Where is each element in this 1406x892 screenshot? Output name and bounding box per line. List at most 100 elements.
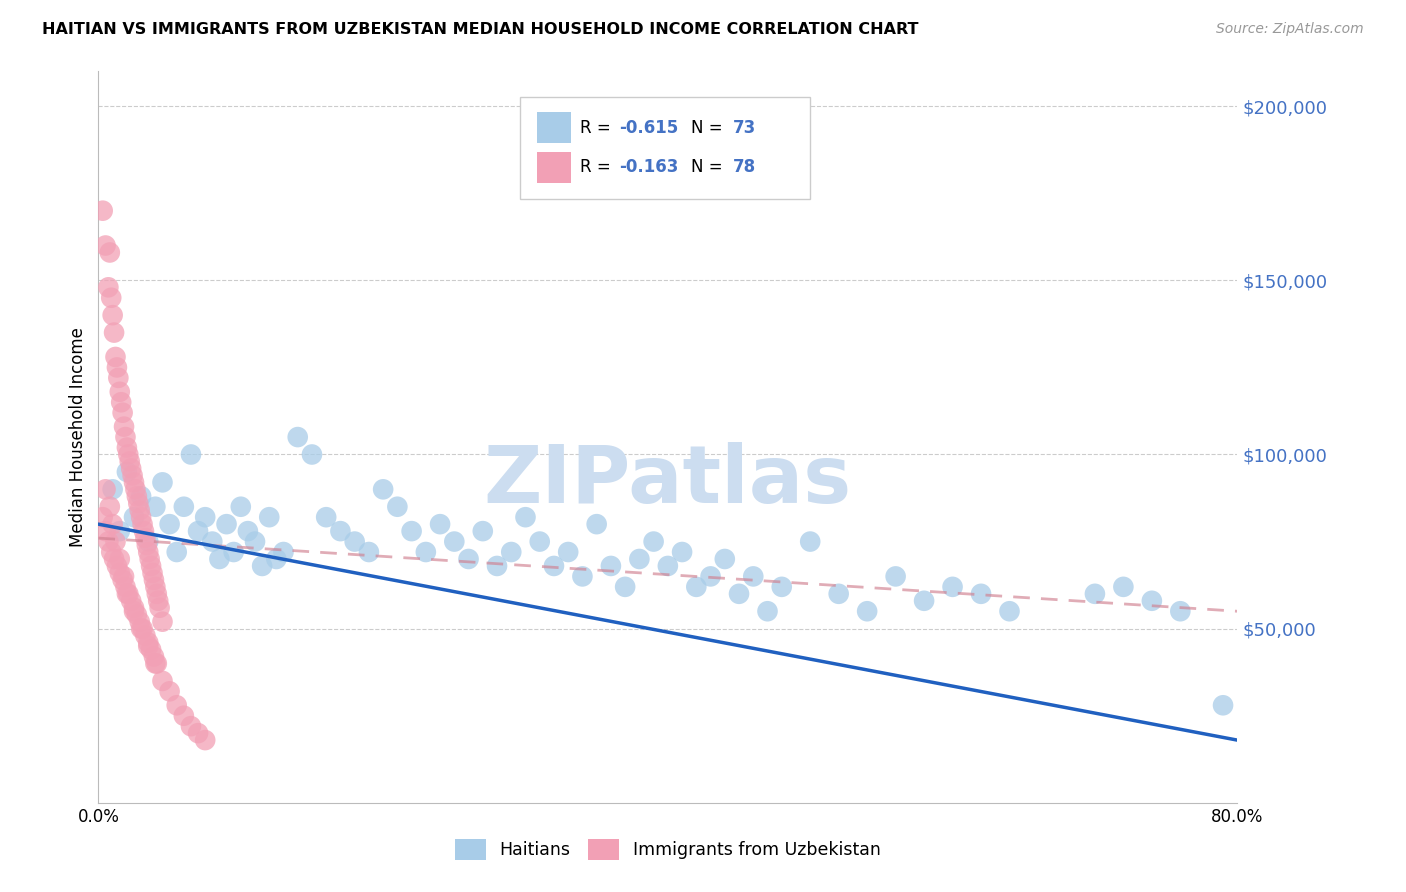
Point: [134, 629, 156, 643]
Point: [1084, 587, 1107, 601]
Point: [107, 371, 129, 385]
Point: [129, 622, 152, 636]
Point: [250, 558, 273, 573]
Point: [136, 635, 159, 649]
Point: [101, 517, 124, 532]
Point: [114, 580, 136, 594]
Point: [970, 587, 993, 601]
Point: [222, 545, 245, 559]
Point: [122, 475, 145, 490]
Point: [132, 524, 155, 538]
Point: [122, 600, 145, 615]
Point: [628, 552, 651, 566]
Point: [104, 350, 127, 364]
Point: [166, 545, 188, 559]
Point: [94, 483, 117, 497]
Point: [104, 534, 127, 549]
Point: [101, 308, 124, 322]
Point: [111, 406, 134, 420]
Point: [770, 580, 793, 594]
Point: [201, 534, 224, 549]
Point: [266, 552, 288, 566]
FancyBboxPatch shape: [520, 97, 810, 200]
Point: [571, 569, 593, 583]
Point: [643, 534, 665, 549]
Text: ZIPatlas: ZIPatlas: [484, 442, 852, 520]
Point: [112, 569, 135, 583]
Point: [94, 238, 117, 252]
Point: [273, 545, 295, 559]
Point: [194, 733, 217, 747]
Point: [215, 517, 238, 532]
Point: [146, 657, 169, 671]
Point: [141, 566, 163, 580]
Point: [229, 500, 252, 514]
Point: [108, 552, 131, 566]
Point: [194, 510, 217, 524]
Point: [97, 280, 120, 294]
Point: [415, 545, 437, 559]
Point: [105, 360, 128, 375]
Point: [685, 580, 707, 594]
Point: [129, 510, 152, 524]
Point: [1170, 604, 1192, 618]
Point: [138, 552, 160, 566]
Text: -0.615: -0.615: [619, 119, 678, 136]
Point: [98, 500, 121, 514]
Point: [942, 580, 965, 594]
Point: [108, 384, 131, 399]
Point: [287, 430, 309, 444]
Point: [120, 461, 142, 475]
Point: [856, 604, 879, 618]
Point: [1140, 594, 1163, 608]
Point: [146, 587, 169, 601]
Point: [515, 510, 537, 524]
Text: N =: N =: [690, 158, 727, 177]
Point: [429, 517, 451, 532]
Point: [145, 580, 167, 594]
Point: [152, 615, 174, 629]
Point: [124, 483, 146, 497]
Point: [115, 441, 138, 455]
Point: [112, 419, 135, 434]
Point: [142, 649, 165, 664]
Point: [912, 594, 935, 608]
Point: [301, 448, 323, 462]
Point: [159, 517, 181, 532]
Point: [657, 558, 679, 573]
Point: [315, 510, 337, 524]
Point: [387, 500, 409, 514]
Point: [103, 552, 125, 566]
Point: [97, 534, 120, 549]
Point: [108, 524, 131, 538]
Point: [828, 587, 851, 601]
Point: [117, 448, 139, 462]
Point: [457, 552, 479, 566]
FancyBboxPatch shape: [537, 152, 571, 183]
Point: [243, 534, 266, 549]
Point: [136, 534, 159, 549]
Point: [728, 587, 751, 601]
Point: [614, 580, 637, 594]
Point: [129, 489, 152, 503]
Point: [799, 534, 821, 549]
Point: [136, 545, 159, 559]
Point: [139, 558, 162, 573]
Point: [671, 545, 693, 559]
Text: R =: R =: [581, 158, 616, 177]
Text: -0.163: -0.163: [619, 158, 678, 177]
Point: [529, 534, 551, 549]
Point: [1112, 580, 1135, 594]
Text: R =: R =: [581, 119, 616, 136]
Point: [343, 534, 366, 549]
Point: [742, 569, 765, 583]
Point: [756, 604, 779, 618]
Point: [128, 503, 150, 517]
Point: [236, 524, 259, 538]
Point: [94, 524, 117, 538]
Point: [98, 245, 121, 260]
Point: [131, 517, 153, 532]
Text: HAITIAN VS IMMIGRANTS FROM UZBEKISTAN MEDIAN HOUSEHOLD INCOME CORRELATION CHART: HAITIAN VS IMMIGRANTS FROM UZBEKISTAN ME…: [42, 22, 918, 37]
Point: [120, 594, 142, 608]
Point: [187, 726, 209, 740]
